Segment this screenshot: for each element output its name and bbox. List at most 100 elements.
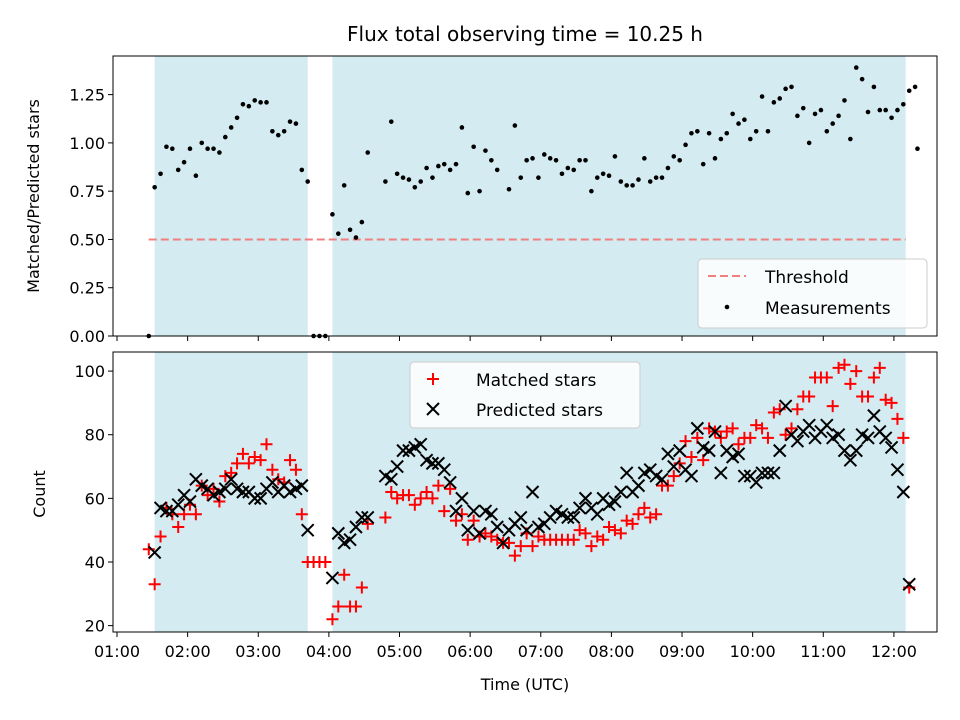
bottom-y-tick-label: 60 xyxy=(85,489,105,508)
measurement-point xyxy=(795,113,800,119)
measurement-point xyxy=(275,132,281,138)
measurement-point xyxy=(170,146,175,151)
matched-point xyxy=(756,422,769,435)
matched-point xyxy=(761,431,774,444)
top-legend-box xyxy=(697,258,928,329)
matched-point xyxy=(567,533,580,546)
matched-point xyxy=(826,400,839,413)
measurement-point xyxy=(530,156,535,161)
matched-point xyxy=(632,508,645,521)
measurement-point xyxy=(228,125,234,130)
predicted-point xyxy=(884,440,899,455)
predicted-point xyxy=(300,523,315,537)
measurement-point xyxy=(365,150,371,155)
matched-point xyxy=(349,600,362,613)
measurement-point xyxy=(689,130,694,136)
matched-point xyxy=(385,486,398,498)
bottom-shade-region-0 xyxy=(154,352,308,632)
matched-point xyxy=(295,508,308,521)
predicted-point xyxy=(684,469,699,483)
measurement-point xyxy=(336,231,341,236)
predicted-point xyxy=(396,443,410,458)
measurement-point xyxy=(418,179,424,184)
matched-point xyxy=(148,578,161,591)
predicted-point xyxy=(861,431,875,445)
matched-point xyxy=(867,371,880,384)
predicted-point xyxy=(295,478,309,493)
measurement-point xyxy=(536,175,541,180)
top-shade-region-0 xyxy=(154,56,308,336)
top-plot-frame xyxy=(112,55,938,337)
predicted-point xyxy=(737,469,752,483)
predicted-point xyxy=(561,510,575,525)
top-y-tick-label: 1.00 xyxy=(69,134,105,153)
measurement-point xyxy=(742,117,747,123)
x-tick-label: 02:00 xyxy=(165,642,211,661)
measurement-point xyxy=(287,119,293,124)
measurement-point xyxy=(877,107,883,113)
predicted-point xyxy=(355,510,369,525)
measurement-point xyxy=(706,130,712,136)
measurement-point xyxy=(400,175,406,180)
measurement-point xyxy=(642,156,647,161)
predicted-point xyxy=(349,520,363,534)
predicted-point xyxy=(702,443,716,458)
measurement-point xyxy=(489,157,494,163)
predicted-point xyxy=(343,533,357,547)
measurement-point xyxy=(700,161,706,167)
measurement-point xyxy=(647,179,653,184)
measurement-point xyxy=(736,121,741,126)
top-y-tick-label: 0.75 xyxy=(69,182,105,201)
measurement-point xyxy=(612,154,618,159)
predicted-point xyxy=(159,504,174,518)
x-tick-label: 11:00 xyxy=(800,642,846,661)
matched-legend-label: Matched stars xyxy=(476,371,596,391)
predicted-point xyxy=(361,510,375,525)
predicted-point xyxy=(461,523,475,537)
matched-point xyxy=(432,479,445,492)
predicted-point xyxy=(773,443,787,458)
predicted-point xyxy=(708,424,722,439)
matched-point xyxy=(508,549,521,562)
predicted-point xyxy=(755,466,769,480)
top-y-tick-label: 0.25 xyxy=(69,279,105,298)
measurement-point xyxy=(594,175,600,180)
measurement-point xyxy=(542,152,547,157)
measurement-point xyxy=(459,125,465,130)
measurement-point xyxy=(748,136,753,142)
predicted-point xyxy=(849,443,863,458)
matched-point xyxy=(862,390,875,403)
measurement-points xyxy=(146,65,920,339)
matched-point xyxy=(614,527,627,540)
matched-point xyxy=(236,447,249,460)
measurement-point xyxy=(506,186,512,192)
chart-title: Flux total observing time = 10.25 h xyxy=(347,22,703,46)
measurement-point xyxy=(889,115,894,121)
measurement-point xyxy=(830,121,836,126)
measurement-point xyxy=(394,171,400,177)
predicted-point xyxy=(248,491,262,506)
predicted-point xyxy=(236,485,250,499)
matched-point xyxy=(266,463,279,476)
matched-legend-marker xyxy=(427,373,439,385)
predicted-point xyxy=(437,463,451,477)
matched-point xyxy=(402,489,415,502)
measurement-point xyxy=(465,190,471,196)
predicted-points xyxy=(147,399,916,591)
matched-point xyxy=(154,530,167,543)
matched-point xyxy=(502,536,515,549)
predicted-point xyxy=(466,504,481,518)
measurement-point xyxy=(436,163,441,169)
measurement-point xyxy=(299,167,305,173)
matched-point xyxy=(514,540,527,553)
measurement-point xyxy=(765,129,771,134)
measurement-point xyxy=(524,157,529,163)
x-tick-label: 01:00 xyxy=(94,642,140,661)
threshold-legend-label: Threshold xyxy=(764,268,849,288)
measurement-point xyxy=(518,175,524,180)
measurement-point xyxy=(234,115,240,121)
predicted-point xyxy=(325,571,340,585)
measurement-point xyxy=(895,107,900,113)
matched-point xyxy=(597,533,610,546)
matched-point xyxy=(332,600,345,613)
